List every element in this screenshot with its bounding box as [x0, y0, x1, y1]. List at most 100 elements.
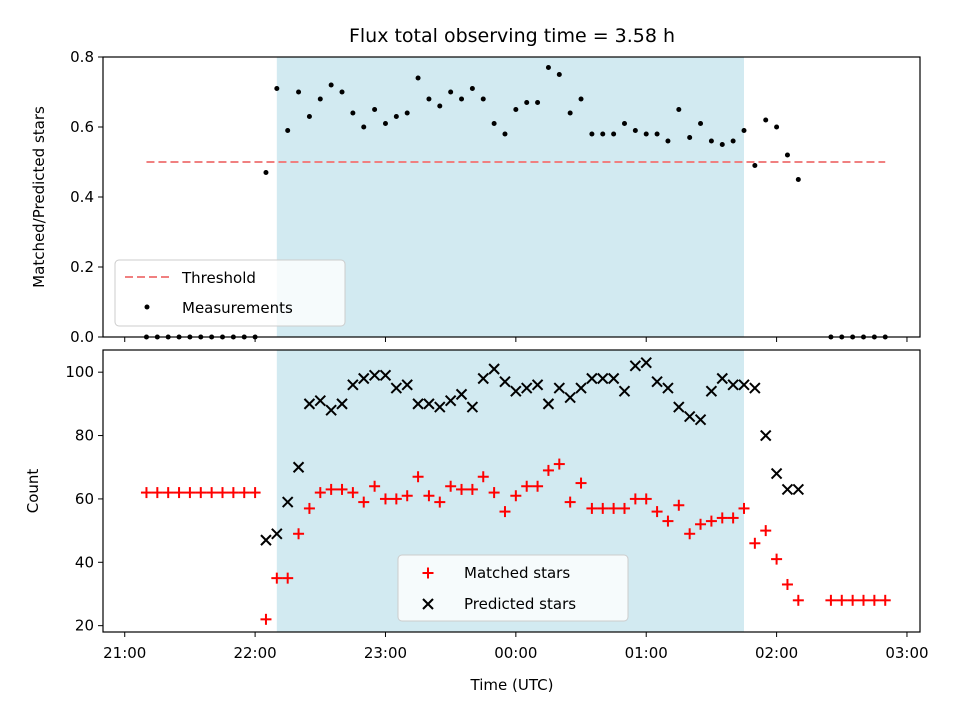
predicted-star-point: [705, 385, 718, 397]
measurement-point: [589, 131, 595, 137]
matched-star-point: [151, 487, 163, 499]
measurement-point: [730, 138, 736, 144]
legend-measurements-label: Measurements: [182, 299, 293, 317]
matched-star-point: [260, 613, 272, 625]
matched-star-point: [618, 502, 630, 514]
matched-star-point: [868, 594, 880, 606]
predicted-star-point: [629, 360, 642, 372]
predicted-star-point: [586, 372, 598, 385]
measurement-point: [567, 110, 573, 116]
predicted-star-point: [488, 363, 500, 375]
legend-matched-label: Matched stars: [464, 564, 570, 582]
predicted-star-point: [390, 382, 403, 394]
legend: Threshold Measurements: [114, 259, 346, 327]
predicted-star-point: [738, 379, 750, 391]
measurement-point: [448, 89, 454, 95]
legend-threshold-label: Threshold: [181, 269, 256, 287]
measurement-point: [491, 121, 497, 126]
predicted-star-point: [564, 391, 576, 404]
legend: Matched stars Predicted stars: [397, 554, 629, 622]
predicted-star-point: [640, 356, 652, 369]
predicted-star-point: [760, 429, 772, 442]
predicted-star-point: [292, 461, 305, 473]
measurement-point: [676, 107, 682, 112]
measurement-point: [795, 177, 801, 182]
predicted-star-point: [423, 398, 435, 410]
matched-star-point: [858, 594, 870, 606]
measurement-point: [404, 110, 410, 116]
legend-matched-swatch: [422, 567, 434, 579]
measurement-point: [578, 96, 584, 102]
matched-star-point: [847, 594, 859, 606]
bottom-panel: 20 40 60 80 100 21:00 22:00 23:00 00:00 01:00 02:0…: [24, 349, 929, 662]
matched-star-point: [695, 518, 707, 530]
matched-star-point: [608, 502, 620, 514]
matched-star-point: [434, 496, 446, 508]
x-tick-label: 02:00: [755, 644, 798, 662]
predicted-star-point: [662, 382, 674, 394]
matched-star-point: [488, 487, 500, 499]
measurement-point: [296, 89, 302, 95]
predicted-star-point: [770, 467, 783, 480]
legend-predicted-swatch: [422, 598, 434, 610]
predicted-star-point: [314, 394, 326, 407]
matched-star-point: [423, 490, 435, 502]
top-panel: 0.0 0.2 0.4 0.6 0.8 Matched/Predicted stars Th…: [30, 48, 921, 346]
measurement-point: [535, 100, 541, 105]
measurement-point: [415, 75, 421, 81]
matched-star-point: [651, 506, 663, 518]
matched-star-point: [217, 487, 229, 499]
series-predicted-stars: [260, 356, 805, 546]
x-tick-label: 22:00: [233, 644, 276, 662]
matched-star-point: [206, 487, 218, 499]
x-tick-label: 03:00: [885, 644, 928, 662]
predicted-star-point: [521, 382, 533, 394]
matched-star-point: [597, 502, 609, 514]
matched-star-point: [836, 594, 848, 606]
y-tick-label: 0.0: [70, 328, 94, 346]
matched-star-point: [521, 480, 533, 492]
x-tick-label: 01:00: [625, 644, 668, 662]
matched-star-point: [727, 512, 739, 524]
matched-star-point: [379, 493, 391, 505]
measurement-point: [274, 86, 280, 91]
predicted-star-point: [336, 398, 348, 410]
measurement-point: [350, 110, 356, 116]
series-measurements: [143, 65, 888, 340]
measurement-point: [426, 96, 432, 102]
predicted-star-point: [618, 385, 631, 397]
y-axis-label: Count: [24, 469, 42, 514]
matched-star-point: [369, 480, 381, 492]
chart-title: Flux total observing time = 3.58 h: [349, 25, 675, 47]
matched-star-point: [564, 496, 576, 508]
predicted-star-point: [673, 401, 685, 413]
matched-star-point: [879, 594, 891, 606]
predicted-star-point: [651, 375, 663, 388]
predicted-star-point: [575, 382, 587, 394]
measurement-point: [621, 121, 627, 126]
matched-star-point: [238, 487, 250, 499]
predicted-star-point: [499, 375, 511, 388]
predicted-star-point: [553, 382, 566, 394]
predicted-star-point: [271, 528, 283, 540]
x-tick-label: 23:00: [364, 644, 407, 662]
predicted-star-point: [694, 414, 707, 426]
matched-star-point: [140, 487, 152, 499]
y-tick-label: 0.4: [70, 188, 94, 206]
legend-box: [397, 554, 629, 622]
measurement-point: [708, 138, 714, 144]
matched-star-point: [760, 525, 772, 537]
measurement-point: [317, 96, 323, 102]
predicted-star-point: [368, 369, 381, 382]
matched-star-point: [184, 487, 196, 499]
matched-star-point: [466, 483, 478, 495]
y-tick-label: 60: [75, 490, 94, 508]
measurement-point: [774, 124, 780, 130]
matched-star-point: [325, 483, 337, 495]
matched-star-point: [173, 487, 185, 499]
measurement-point: [328, 82, 334, 88]
matched-star-point: [673, 499, 685, 511]
predicted-star-point: [781, 483, 794, 496]
y-axis-label: Matched/Predicted stars: [30, 106, 48, 288]
matched-star-point: [825, 594, 837, 606]
